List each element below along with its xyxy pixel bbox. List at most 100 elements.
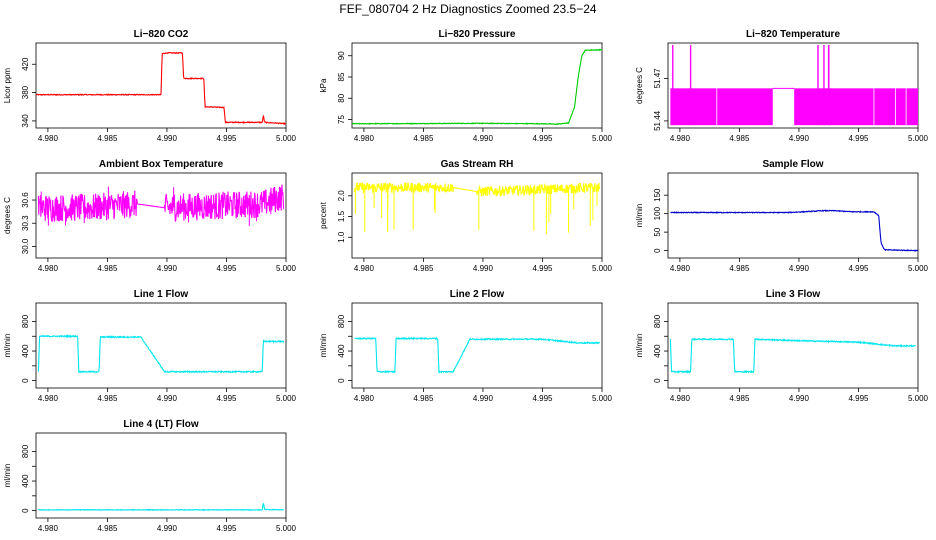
y-tick-label: 2.0: [337, 190, 346, 202]
x-tick-label: 5.000: [592, 264, 613, 273]
x-tick-label: 5.000: [276, 134, 297, 143]
x-tick-label: 4.985: [413, 264, 434, 273]
plot-frame: [351, 42, 603, 129]
x-tick-label: 4.990: [157, 264, 178, 273]
chart-panel-5: Gas Stream RH percent 4.980 4.985 4.990 4.995…: [319, 159, 613, 273]
data-series-line: [669, 337, 916, 374]
x-tick-label: 4.990: [473, 394, 494, 403]
x-tick-label: 4.985: [97, 264, 118, 273]
x-tick-label: 4.990: [789, 134, 810, 143]
x-tick-label: 5.000: [276, 394, 297, 403]
y-axis-label: ml/min: [319, 334, 328, 358]
plot-frame: [667, 172, 919, 259]
y-axis-label: ml/min: [635, 334, 644, 358]
y-tick-label: 340: [21, 114, 30, 128]
chart-panel-9: Line 3 Flow ml/min 4.980 4.985 4.990 4.995 5.0…: [635, 289, 929, 403]
x-tick-label: 5.000: [592, 134, 613, 143]
x-tick-label: 4.990: [789, 264, 810, 273]
x-tick-label: 4.995: [216, 134, 237, 143]
plot-frame: [667, 42, 919, 129]
y-tick-label: 51.44: [653, 110, 662, 131]
chart-panel-1: Li−820 CO2 Licor ppm 4.980 4.985 4.990 4.995 5…: [3, 29, 297, 143]
x-tick-label: 4.985: [729, 394, 750, 403]
x-tick-label: 5.000: [908, 134, 929, 143]
chart-title: Li−820 Pressure: [439, 29, 516, 40]
chart-title: Li−820 Temperature: [746, 29, 840, 40]
data-series-line: [670, 209, 918, 252]
chart-title: Ambient Box Temperature: [99, 159, 224, 170]
x-tick-label: 4.995: [532, 264, 553, 273]
panel-grid: Li−820 CO2 Licor ppm 4.980 4.985 4.990 4.995 5…: [3, 29, 929, 533]
x-tick-label: 4.990: [157, 394, 178, 403]
x-tick-label: 4.980: [670, 394, 691, 403]
chart-title: Li−820 CO2: [134, 29, 189, 40]
y-tick-label: 800: [21, 444, 30, 458]
y-tick-label: 90: [337, 51, 346, 60]
chart-title: Line 2 Flow: [450, 289, 505, 300]
y-axis-label: ml/min: [3, 334, 12, 358]
x-tick-label: 4.980: [38, 134, 59, 143]
x-tick-label: 4.980: [354, 264, 375, 273]
x-tick-label: 4.995: [848, 264, 869, 273]
x-tick-label: 4.995: [532, 394, 553, 403]
y-axis-label: kPa: [319, 78, 328, 92]
y-tick-label: 380: [21, 85, 30, 99]
x-tick-label: 4.995: [216, 264, 237, 273]
chart-panel-10: Line 4 (LT) Flow ml/min 4.980 4.985 4.990 4.9…: [3, 419, 297, 533]
x-tick-label: 4.995: [848, 394, 869, 403]
data-band-2: [794, 88, 918, 126]
y-tick-label: 420: [21, 57, 30, 71]
x-tick-label: 4.990: [157, 134, 178, 143]
y-tick-label: 85: [337, 72, 346, 81]
y-axis-label: degrees C: [3, 197, 12, 234]
y-tick-label: 800: [653, 314, 662, 328]
x-tick-label: 4.980: [354, 134, 375, 143]
chart-panel-6: Sample Flow ml/min 4.980 4.985 4.990 4.995 5.0…: [635, 159, 929, 273]
chart-title: Line 1 Flow: [134, 289, 189, 300]
x-tick-label: 4.980: [38, 524, 59, 533]
x-tick-label: 4.980: [354, 394, 375, 403]
x-tick-label: 4.985: [97, 524, 118, 533]
y-tick-label: 51.47: [653, 68, 662, 89]
y-axis-label: degrees C: [635, 67, 644, 104]
chart-panel-3: Li−820 Temperature degrees C 4.980 4.985 4.9…: [635, 29, 929, 143]
x-tick-label: 4.995: [216, 394, 237, 403]
x-tick-label: 4.985: [97, 394, 118, 403]
y-tick-label: 0: [653, 248, 662, 253]
chart-panel-4: Ambient Box Temperature degrees C 4.980 4.9…: [3, 159, 297, 273]
chart-title: Gas Stream RH: [441, 159, 514, 170]
y-tick-label: 0: [21, 508, 30, 513]
plot-frame: [667, 302, 919, 389]
x-tick-label: 4.985: [729, 134, 750, 143]
x-tick-label: 4.990: [789, 394, 810, 403]
data-series-line: [36, 51, 286, 126]
y-tick-label: 0: [337, 378, 346, 383]
x-tick-label: 4.985: [97, 134, 118, 143]
y-tick-label: 50: [653, 227, 662, 236]
chart-panel-7: Line 1 Flow ml/min 4.980 4.985 4.990 4.995 5.0…: [3, 289, 297, 403]
y-tick-label: 400: [653, 344, 662, 358]
y-axis-label: ml/min: [3, 464, 12, 488]
plot-frame: [35, 432, 287, 519]
x-tick-label: 4.980: [38, 394, 59, 403]
figure-title: FEF_080704 2 Hz Diagnostics Zoomed 23.5−…: [339, 2, 596, 16]
y-tick-label: 80: [337, 93, 346, 102]
chart-title: Line 4 (LT) Flow: [123, 419, 199, 430]
plot-frame: [351, 302, 603, 389]
x-tick-label: 5.000: [592, 394, 613, 403]
data-series-line: [38, 503, 284, 512]
data-band-1: [670, 88, 773, 126]
x-tick-label: 5.000: [276, 264, 297, 273]
x-tick-label: 4.980: [38, 264, 59, 273]
y-tick-label: 800: [337, 314, 346, 328]
x-tick-label: 5.000: [908, 394, 929, 403]
x-tick-label: 4.990: [473, 264, 494, 273]
y-tick-label: 30.0: [21, 238, 30, 254]
data-series-line: [352, 48, 602, 126]
data-series-line: [37, 334, 285, 374]
y-axis-label: percent: [319, 201, 328, 228]
data-series-line: [37, 184, 285, 223]
plot-frame: [35, 42, 287, 129]
